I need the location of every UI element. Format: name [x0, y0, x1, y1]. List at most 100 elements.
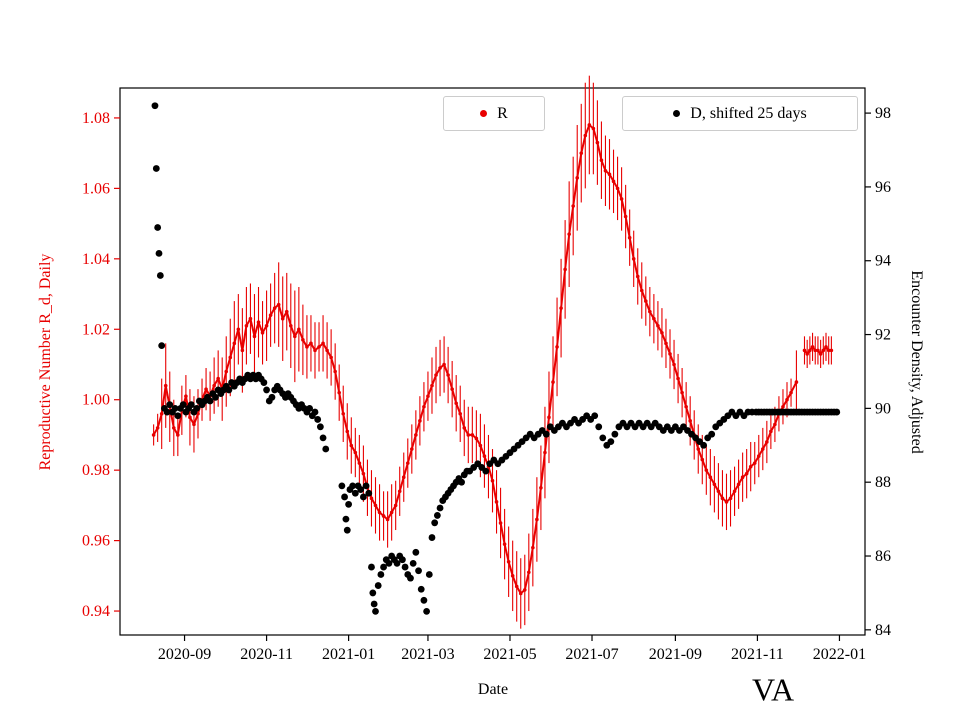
d-point — [263, 386, 270, 394]
d-point — [425, 571, 433, 578]
r-point — [240, 348, 245, 353]
d-point — [370, 600, 378, 608]
left-tick-label: 0.94 — [82, 603, 110, 620]
r-point — [672, 362, 676, 367]
r-point — [575, 176, 580, 180]
r-point — [462, 426, 467, 430]
r-point — [769, 429, 773, 434]
x-axis-label: Date — [477, 681, 509, 698]
r-point — [660, 330, 664, 335]
r-point — [740, 475, 745, 480]
r-point — [442, 362, 446, 367]
r-point — [829, 348, 834, 353]
d-point — [374, 582, 382, 589]
r-point — [579, 151, 584, 155]
r-point — [341, 412, 346, 416]
x-tick-label: 2021-11 — [731, 646, 784, 663]
r-point — [527, 570, 531, 575]
d-point — [156, 272, 164, 279]
r-point — [826, 348, 831, 353]
r-point — [567, 232, 571, 236]
right-tick-label: 86 — [875, 548, 891, 565]
d-point — [542, 430, 550, 438]
d-point — [357, 486, 365, 493]
r-point — [821, 348, 826, 353]
right-tick-label: 92 — [875, 327, 891, 344]
d-point — [607, 438, 615, 445]
r-point — [547, 415, 551, 420]
r-point — [603, 168, 608, 173]
r-point — [506, 559, 511, 564]
x-tick-label: 2021-09 — [649, 646, 702, 663]
r-point — [700, 457, 705, 462]
r-point — [377, 510, 382, 515]
r-point — [272, 306, 277, 310]
r-point — [631, 257, 636, 261]
r-point — [228, 355, 233, 360]
r-point — [309, 341, 313, 346]
d-point — [401, 563, 409, 571]
r-point — [252, 334, 257, 339]
d-point — [412, 548, 420, 556]
right-axis-label: Encounter Density, Adjusted — [908, 270, 925, 454]
d-point — [174, 412, 182, 420]
d-point — [206, 397, 214, 405]
r-point — [789, 390, 793, 395]
r-point — [680, 390, 684, 395]
r-point — [349, 443, 354, 448]
r-point — [321, 341, 325, 346]
r-point — [301, 338, 305, 342]
d-point — [385, 559, 393, 567]
r-point — [171, 426, 176, 430]
right-tick-label: 88 — [875, 474, 891, 491]
d-point — [599, 434, 607, 442]
r-point — [410, 447, 414, 451]
d-point — [409, 559, 417, 567]
r-line — [152, 124, 798, 595]
r-point — [664, 341, 668, 346]
d-point — [163, 408, 171, 416]
x-tick-label: 2022-01 — [813, 646, 866, 663]
r-point — [583, 133, 588, 138]
x-tick-label: 2021-01 — [322, 646, 375, 663]
legend-entry-d: D, shifted 25 days — [622, 96, 858, 131]
r-point — [450, 387, 454, 391]
r-point — [813, 348, 818, 353]
d-point — [407, 574, 414, 582]
r-point — [818, 352, 823, 356]
r-point — [212, 383, 216, 388]
d-point — [166, 401, 174, 409]
r-point — [244, 323, 249, 328]
d-point — [151, 102, 159, 110]
r-point — [236, 327, 241, 332]
r-point — [466, 433, 471, 437]
r-point — [619, 197, 624, 201]
r-point — [752, 461, 757, 465]
r-point — [293, 334, 297, 339]
r-point — [248, 316, 253, 321]
d-series-marker-icon — [673, 110, 681, 117]
d-point — [365, 489, 373, 497]
r-point — [446, 373, 450, 377]
r-point — [405, 461, 410, 465]
d-point — [322, 445, 330, 453]
r-point — [369, 496, 374, 501]
d-point — [369, 589, 377, 597]
d-point — [417, 585, 425, 593]
r-point — [535, 517, 539, 522]
r-point — [684, 404, 688, 409]
r-point — [325, 348, 329, 353]
r-point — [728, 496, 733, 501]
x-tick-label: 2020-09 — [158, 646, 211, 663]
right-tick-label: 90 — [875, 400, 891, 417]
d-point — [343, 526, 351, 534]
d-point — [433, 512, 441, 519]
r-point — [744, 471, 749, 476]
r-point — [543, 450, 547, 455]
d-point — [611, 430, 619, 438]
r-point — [305, 345, 309, 349]
left-axis-label: Reproductive Number R_d, Daily — [37, 253, 54, 471]
r-point — [498, 521, 503, 525]
r-point — [361, 471, 366, 476]
